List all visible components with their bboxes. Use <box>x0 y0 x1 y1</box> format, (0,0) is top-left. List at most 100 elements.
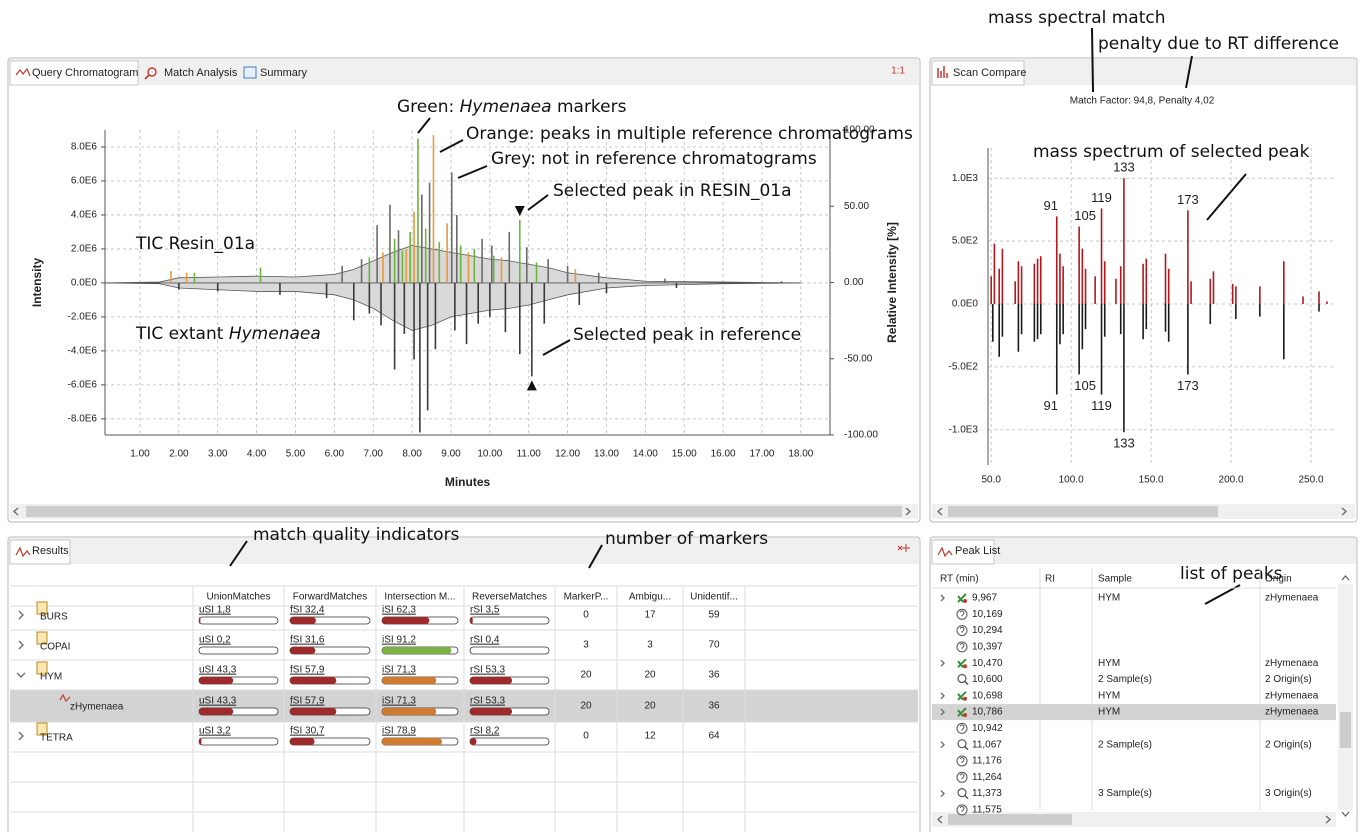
retention-time[interactable]: 11,067 <box>972 739 1002 750</box>
scroll-right[interactable] <box>905 507 911 516</box>
column-header[interactable]: RI <box>1045 574 1055 585</box>
x-tick-label: 11.00 <box>517 449 542 460</box>
expand-toggle[interactable] <box>940 790 945 798</box>
unknown-icon <box>959 757 965 763</box>
scroll-right[interactable] <box>1341 507 1347 516</box>
selected-peak-marker <box>526 380 537 391</box>
tab-label[interactable]: Peak List <box>955 545 1000 557</box>
x-tick-label: 10.00 <box>477 449 502 460</box>
scroll-thumb[interactable] <box>1340 712 1351 748</box>
row-name[interactable]: COPAI <box>40 642 70 653</box>
retention-time[interactable]: 10,294 <box>972 625 1003 636</box>
scrollbar[interactable] <box>1338 584 1353 810</box>
retention-time[interactable]: 10,698 <box>972 690 1003 701</box>
active-tab[interactable] <box>931 539 995 565</box>
score-bar <box>470 738 477 745</box>
y-tick-label: -8.0E6 <box>68 413 98 424</box>
row-name[interactable]: TETRA <box>40 733 73 744</box>
retention-time[interactable]: 11,575 <box>972 805 1002 816</box>
score-label: rSI 8,2 <box>470 726 500 737</box>
column-header[interactable]: Ambigu... <box>629 592 671 603</box>
score-bar <box>382 617 430 624</box>
column-header[interactable]: ForwardMatches <box>293 592 367 603</box>
retention-time[interactable]: 11,373 <box>972 788 1002 799</box>
expand-toggle[interactable] <box>940 692 945 700</box>
y-tick-label: 5.0E2 <box>952 236 979 247</box>
selected-row[interactable] <box>932 704 1336 721</box>
scroll-up[interactable] <box>1341 575 1350 581</box>
x-tick-label: 9.00 <box>441 449 461 460</box>
expand-toggle[interactable] <box>940 659 945 667</box>
score-label: fSI 31,6 <box>290 635 325 646</box>
retention-time[interactable]: 9,967 <box>972 593 997 604</box>
unknown-icon <box>959 642 965 649</box>
row-name[interactable]: zHymenaea <box>70 702 124 713</box>
column-header[interactable]: ReverseMatches <box>472 592 547 603</box>
retention-time[interactable]: 10,470 <box>972 658 1003 669</box>
marker-icon <box>963 696 967 701</box>
annotation: match quality indicators <box>253 525 460 545</box>
expand-toggle[interactable] <box>940 594 945 602</box>
annotation-part: markers <box>552 97 627 117</box>
tab-icon <box>937 66 948 78</box>
tab-label[interactable]: Summary <box>260 67 308 79</box>
count: 0 <box>583 610 589 621</box>
retention-time[interactable]: 11,264 <box>972 772 1002 783</box>
x-tick-label: 4.00 <box>247 449 267 460</box>
column-header[interactable]: RT (min) <box>940 574 979 585</box>
tab-label[interactable]: Match Analysis <box>164 67 238 79</box>
column-header[interactable]: Origin <box>1265 574 1292 585</box>
expand-toggle[interactable] <box>18 640 24 650</box>
retention-time[interactable]: 11,176 <box>972 756 1002 767</box>
tab-bar <box>9 538 919 564</box>
column-header[interactable]: Unidentif... <box>690 592 738 603</box>
retention-time[interactable]: 10,942 <box>972 723 1003 734</box>
row-name[interactable]: BURS <box>40 612 68 623</box>
active-tab[interactable] <box>9 539 71 565</box>
scroll-thumb[interactable] <box>948 814 1072 825</box>
scroll-left[interactable] <box>937 815 943 824</box>
row-icon <box>36 601 48 615</box>
column-header[interactable]: Intersection M... <box>384 592 455 603</box>
retention-time[interactable]: 10,397 <box>972 642 1003 653</box>
y-tick-label: -6.0E6 <box>68 380 98 391</box>
expand-toggle[interactable] <box>18 610 24 620</box>
collapse-toggle[interactable] <box>16 672 26 678</box>
retention-time[interactable]: 10,600 <box>972 674 1003 685</box>
count: 64 <box>708 731 720 742</box>
retention-time[interactable]: 10,786 <box>972 707 1003 718</box>
y2-tick-label: -50.00 <box>844 353 873 364</box>
scroll-right[interactable] <box>1325 815 1331 824</box>
scroll-left[interactable] <box>937 507 943 516</box>
expand-toggle[interactable] <box>940 708 945 716</box>
scroll-thumb[interactable] <box>948 506 1218 517</box>
tab-label[interactable]: Query Chromatogram <box>32 67 138 79</box>
row-name[interactable]: HYM <box>40 672 62 683</box>
x-tick-label: 14.00 <box>633 449 658 460</box>
unknown-icon <box>956 641 968 653</box>
x-tick-label: 7.00 <box>363 449 383 460</box>
expand-toggle[interactable] <box>940 741 945 749</box>
score-label: fSI 57,9 <box>290 696 325 707</box>
expand-toggle[interactable] <box>18 731 24 741</box>
origin: zHymenaea <box>1265 593 1319 604</box>
x-tick-label: 6.00 <box>325 449 345 460</box>
retention-time[interactable]: 10,169 <box>972 609 1003 620</box>
scroll-left[interactable] <box>13 507 19 516</box>
x-tick-label: 3.00 <box>208 449 228 460</box>
leader-line <box>588 544 603 569</box>
column-header[interactable]: Sample <box>1098 574 1132 585</box>
scroll-down[interactable] <box>1341 811 1350 817</box>
tab-label[interactable]: Scan Compare <box>953 67 1026 79</box>
unknown-icon <box>959 805 965 812</box>
ratio-label[interactable]: 1:1 <box>891 66 905 77</box>
scroll-thumb[interactable] <box>26 506 902 517</box>
active-tab[interactable] <box>9 60 139 86</box>
tab-icon <box>15 67 31 77</box>
column-header[interactable]: MarkerP... <box>564 592 609 603</box>
column-header[interactable]: UnionMatches <box>207 592 271 603</box>
tab-label[interactable]: Results <box>32 545 69 557</box>
settings-icon[interactable] <box>897 544 910 552</box>
y-tick-label: -4.0E6 <box>68 346 98 357</box>
marker-icon <box>957 658 967 668</box>
